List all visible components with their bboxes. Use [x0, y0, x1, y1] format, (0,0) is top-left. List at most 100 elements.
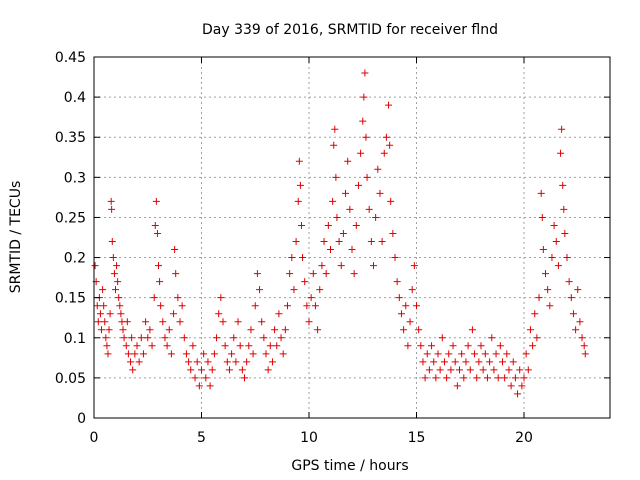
- data-point: [372, 213, 380, 221]
- data-point: [400, 326, 408, 334]
- data-point: [117, 310, 125, 318]
- data-point: [423, 350, 431, 358]
- data-point: [370, 262, 377, 270]
- data-point: [215, 310, 223, 318]
- data-point: [156, 278, 164, 286]
- data-point: [378, 238, 386, 246]
- data-point: [380, 149, 388, 157]
- data-point: [397, 310, 405, 318]
- data-point: [402, 302, 410, 310]
- data-point: [180, 334, 188, 342]
- data-point: [119, 326, 127, 334]
- x-tick-label: 5: [197, 430, 206, 446]
- y-tick-label: 0: [77, 411, 86, 427]
- data-point: [123, 318, 131, 326]
- data-point: [417, 342, 425, 350]
- data-point: [230, 334, 238, 342]
- data-point: [275, 310, 283, 318]
- data-point: [425, 366, 433, 374]
- data-point: [234, 318, 242, 326]
- data-point: [187, 366, 195, 374]
- data-point: [499, 358, 506, 366]
- data-point: [438, 334, 446, 342]
- data-point: [221, 342, 229, 350]
- data-point: [260, 334, 268, 342]
- data-point: [258, 318, 266, 326]
- data-point: [526, 326, 534, 334]
- data-point: [249, 350, 257, 358]
- data-point: [344, 157, 352, 165]
- y-tick-label: 0.1: [64, 331, 86, 347]
- data-point: [451, 358, 459, 366]
- data-point: [382, 133, 390, 141]
- data-point: [505, 366, 513, 374]
- data-point: [578, 334, 586, 342]
- data-point: [238, 366, 246, 374]
- data-point: [241, 374, 248, 382]
- data-point: [127, 358, 135, 366]
- data-point: [104, 350, 112, 358]
- data-point: [167, 350, 175, 358]
- data-point: [514, 390, 522, 398]
- data-point: [108, 205, 116, 213]
- data-point: [436, 366, 444, 374]
- data-point: [213, 334, 221, 342]
- data-point: [387, 197, 395, 205]
- x-axis-label: GPS time / hours: [291, 458, 408, 474]
- data-point: [122, 342, 130, 350]
- data-point: [311, 302, 319, 310]
- data-point: [307, 294, 315, 302]
- data-point: [128, 334, 136, 342]
- data-point: [557, 149, 565, 157]
- data-point: [193, 358, 201, 366]
- data-point: [102, 334, 110, 342]
- data-point: [294, 197, 302, 205]
- data-point: [522, 350, 530, 358]
- data-point: [139, 350, 147, 358]
- data-point: [148, 342, 156, 350]
- y-tick-label: 0.2: [64, 251, 86, 267]
- y-tick-label: 0.35: [55, 130, 86, 146]
- data-point: [131, 350, 139, 358]
- data-point: [253, 270, 261, 278]
- data-point: [93, 302, 101, 310]
- data-point: [266, 342, 274, 350]
- data-point: [488, 334, 496, 342]
- data-point: [339, 229, 347, 237]
- data-point: [223, 358, 231, 366]
- data-point: [462, 358, 470, 366]
- data-point: [99, 286, 107, 294]
- data-point: [535, 294, 543, 302]
- data-point: [362, 133, 370, 141]
- data-point: [264, 366, 272, 374]
- data-point: [146, 326, 154, 334]
- data-point: [509, 358, 517, 366]
- data-point: [202, 374, 210, 382]
- data-point: [518, 382, 526, 390]
- data-point: [279, 350, 287, 358]
- data-points: [91, 69, 589, 398]
- data-point: [574, 286, 582, 294]
- data-point: [108, 238, 116, 246]
- data-point: [503, 350, 511, 358]
- data-point: [284, 302, 291, 310]
- data-point: [152, 197, 160, 205]
- data-point: [195, 382, 203, 390]
- data-point: [142, 318, 150, 326]
- data-point: [113, 262, 121, 270]
- data-point: [348, 246, 356, 254]
- data-point: [176, 318, 184, 326]
- data-point: [496, 342, 504, 350]
- data-point: [560, 205, 568, 213]
- data-point: [305, 318, 313, 326]
- data-point: [538, 213, 546, 221]
- data-point: [106, 310, 114, 318]
- data-point: [155, 262, 162, 270]
- data-point: [327, 246, 334, 254]
- data-point: [110, 270, 118, 278]
- data-point: [386, 141, 394, 149]
- data-point: [170, 310, 178, 318]
- data-point: [367, 238, 375, 246]
- data-point: [458, 350, 466, 358]
- y-tick-label: 0.3: [64, 170, 86, 186]
